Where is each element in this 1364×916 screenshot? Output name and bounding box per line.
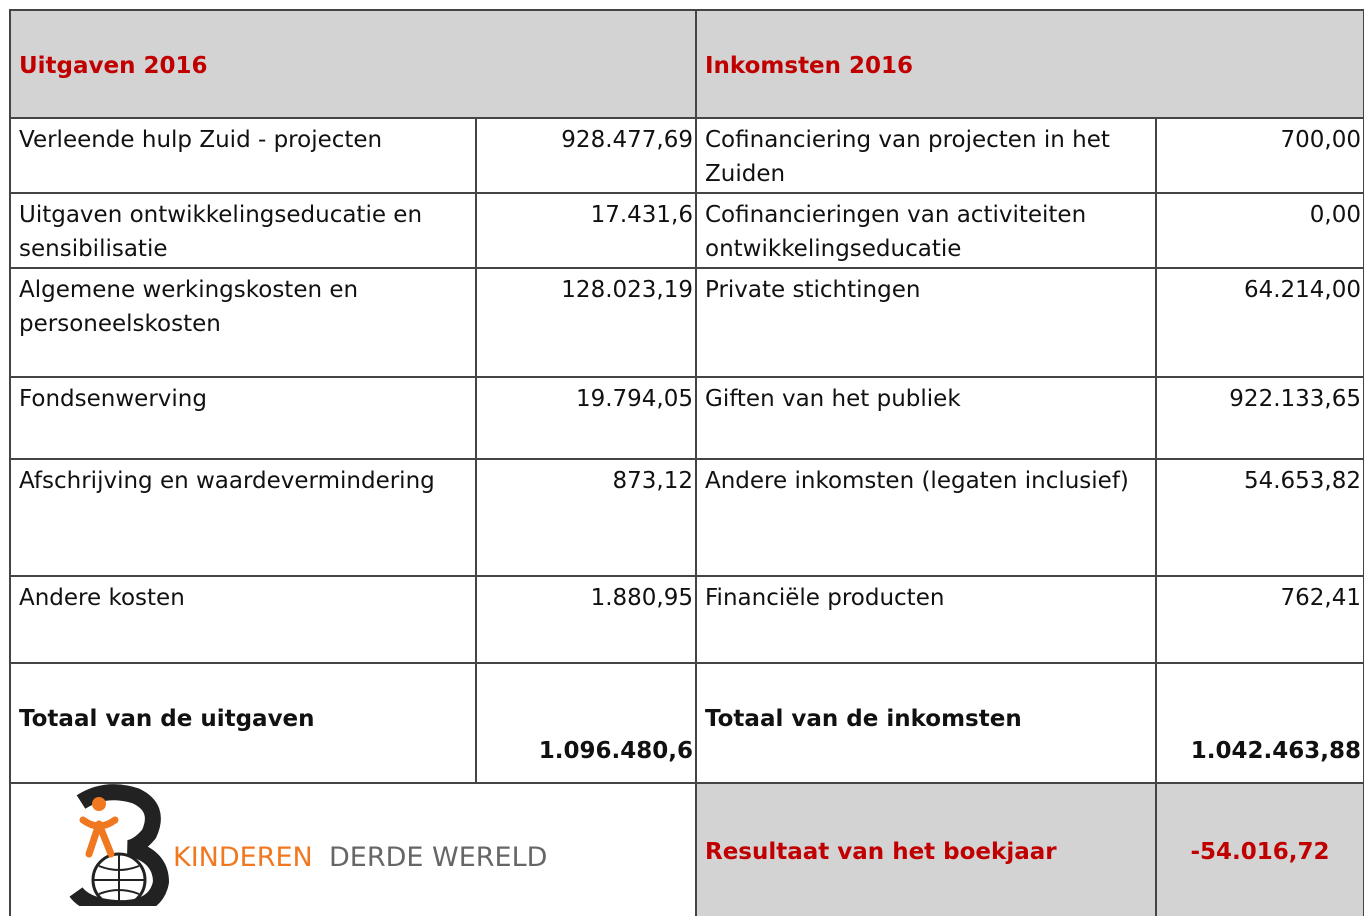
amount: 762,41 [1155,575,1364,664]
header-right: Inkomsten 2016 [695,9,1364,119]
item: Andere inkomsten (legaten inclusief) [695,458,1157,577]
total-label: Totaal van de uitgaven [9,662,477,784]
total-value: 1.042.463,88 [1155,662,1364,784]
logo-word: DERDE WERELD [329,842,547,873]
result-label: Resultaat van het boekjaar [695,782,1157,916]
header-row: Uitgaven 2016 Inkomsten 2016 [9,9,1364,119]
item: Financiële producten [695,575,1157,664]
total-value: 1.096.480,6 [475,662,697,784]
amount: 19.794,05 [475,376,697,460]
amount: 922.133,65 [1155,376,1364,460]
amount: 928.477,69 [475,117,697,194]
item: Giften van het publiek [695,376,1157,460]
logo: KINDEREN DERDE WERELD [69,785,547,916]
result-value: -54.016,72 [1155,782,1364,916]
page: {"header": {"left": "Uitgaven 2016", "ri… [9,9,1364,916]
amount: 17.431,6 [475,192,697,269]
item: Fondsenwerving [9,376,477,460]
logo-cell: KINDEREN DERDE WERELD [9,782,697,916]
table-row: Andere kosten 1.880,95 Financiële producte… [9,575,1364,664]
logo-word: KINDEREN [173,842,313,873]
header-left: Uitgaven 2016 [9,9,697,119]
result-row: KINDEREN DERDE WERELD Resultaat van het … [9,782,1364,916]
table-row: Algemene werkingskosten en personeelskos… [9,267,1364,378]
item: Afschrijving en waardevermindering [9,458,477,577]
amount: 128.023,19 [475,267,697,378]
total-label: Totaal van de inkomsten [695,662,1157,784]
amount: 700,00 [1155,117,1364,194]
logo-mark [69,785,170,916]
table-row: Fondsenwerving 19.794,05 Giften van het pu… [9,376,1364,460]
totals-row: Totaal van de uitgaven 1.096.480,6 Totaa… [9,662,1364,784]
table-row: Afschrijving en waardevermindering 873,12… [9,458,1364,577]
item: Verleende hulp Zuid - projecten [9,117,477,194]
finance-table: Uitgaven 2016 Inkomsten 2016 Verleende h… [9,9,1364,916]
amount: 1.880,95 [475,575,697,664]
item: Andere kosten [9,575,477,664]
table-row: Uitgaven ontwikkelingseducatie en sensib… [9,192,1364,269]
item: Uitgaven ontwikkelingseducatie en sensib… [9,192,477,269]
item: Algemene werkingskosten en personeelskos… [9,267,477,378]
amount: 54.653,82 [1155,458,1364,577]
amount: 0,00 [1155,192,1364,269]
amount: 64.214,00 [1155,267,1364,378]
table-row: Verleende hulp Zuid - projecten 928.477,6… [9,117,1364,194]
item: Cofinancieringen van activiteiten ontwik… [695,192,1157,269]
amount: 873,12 [475,458,697,577]
item: Private stichtingen [695,267,1157,378]
item: Cofinanciering van projecten in het Zuid… [695,117,1157,194]
